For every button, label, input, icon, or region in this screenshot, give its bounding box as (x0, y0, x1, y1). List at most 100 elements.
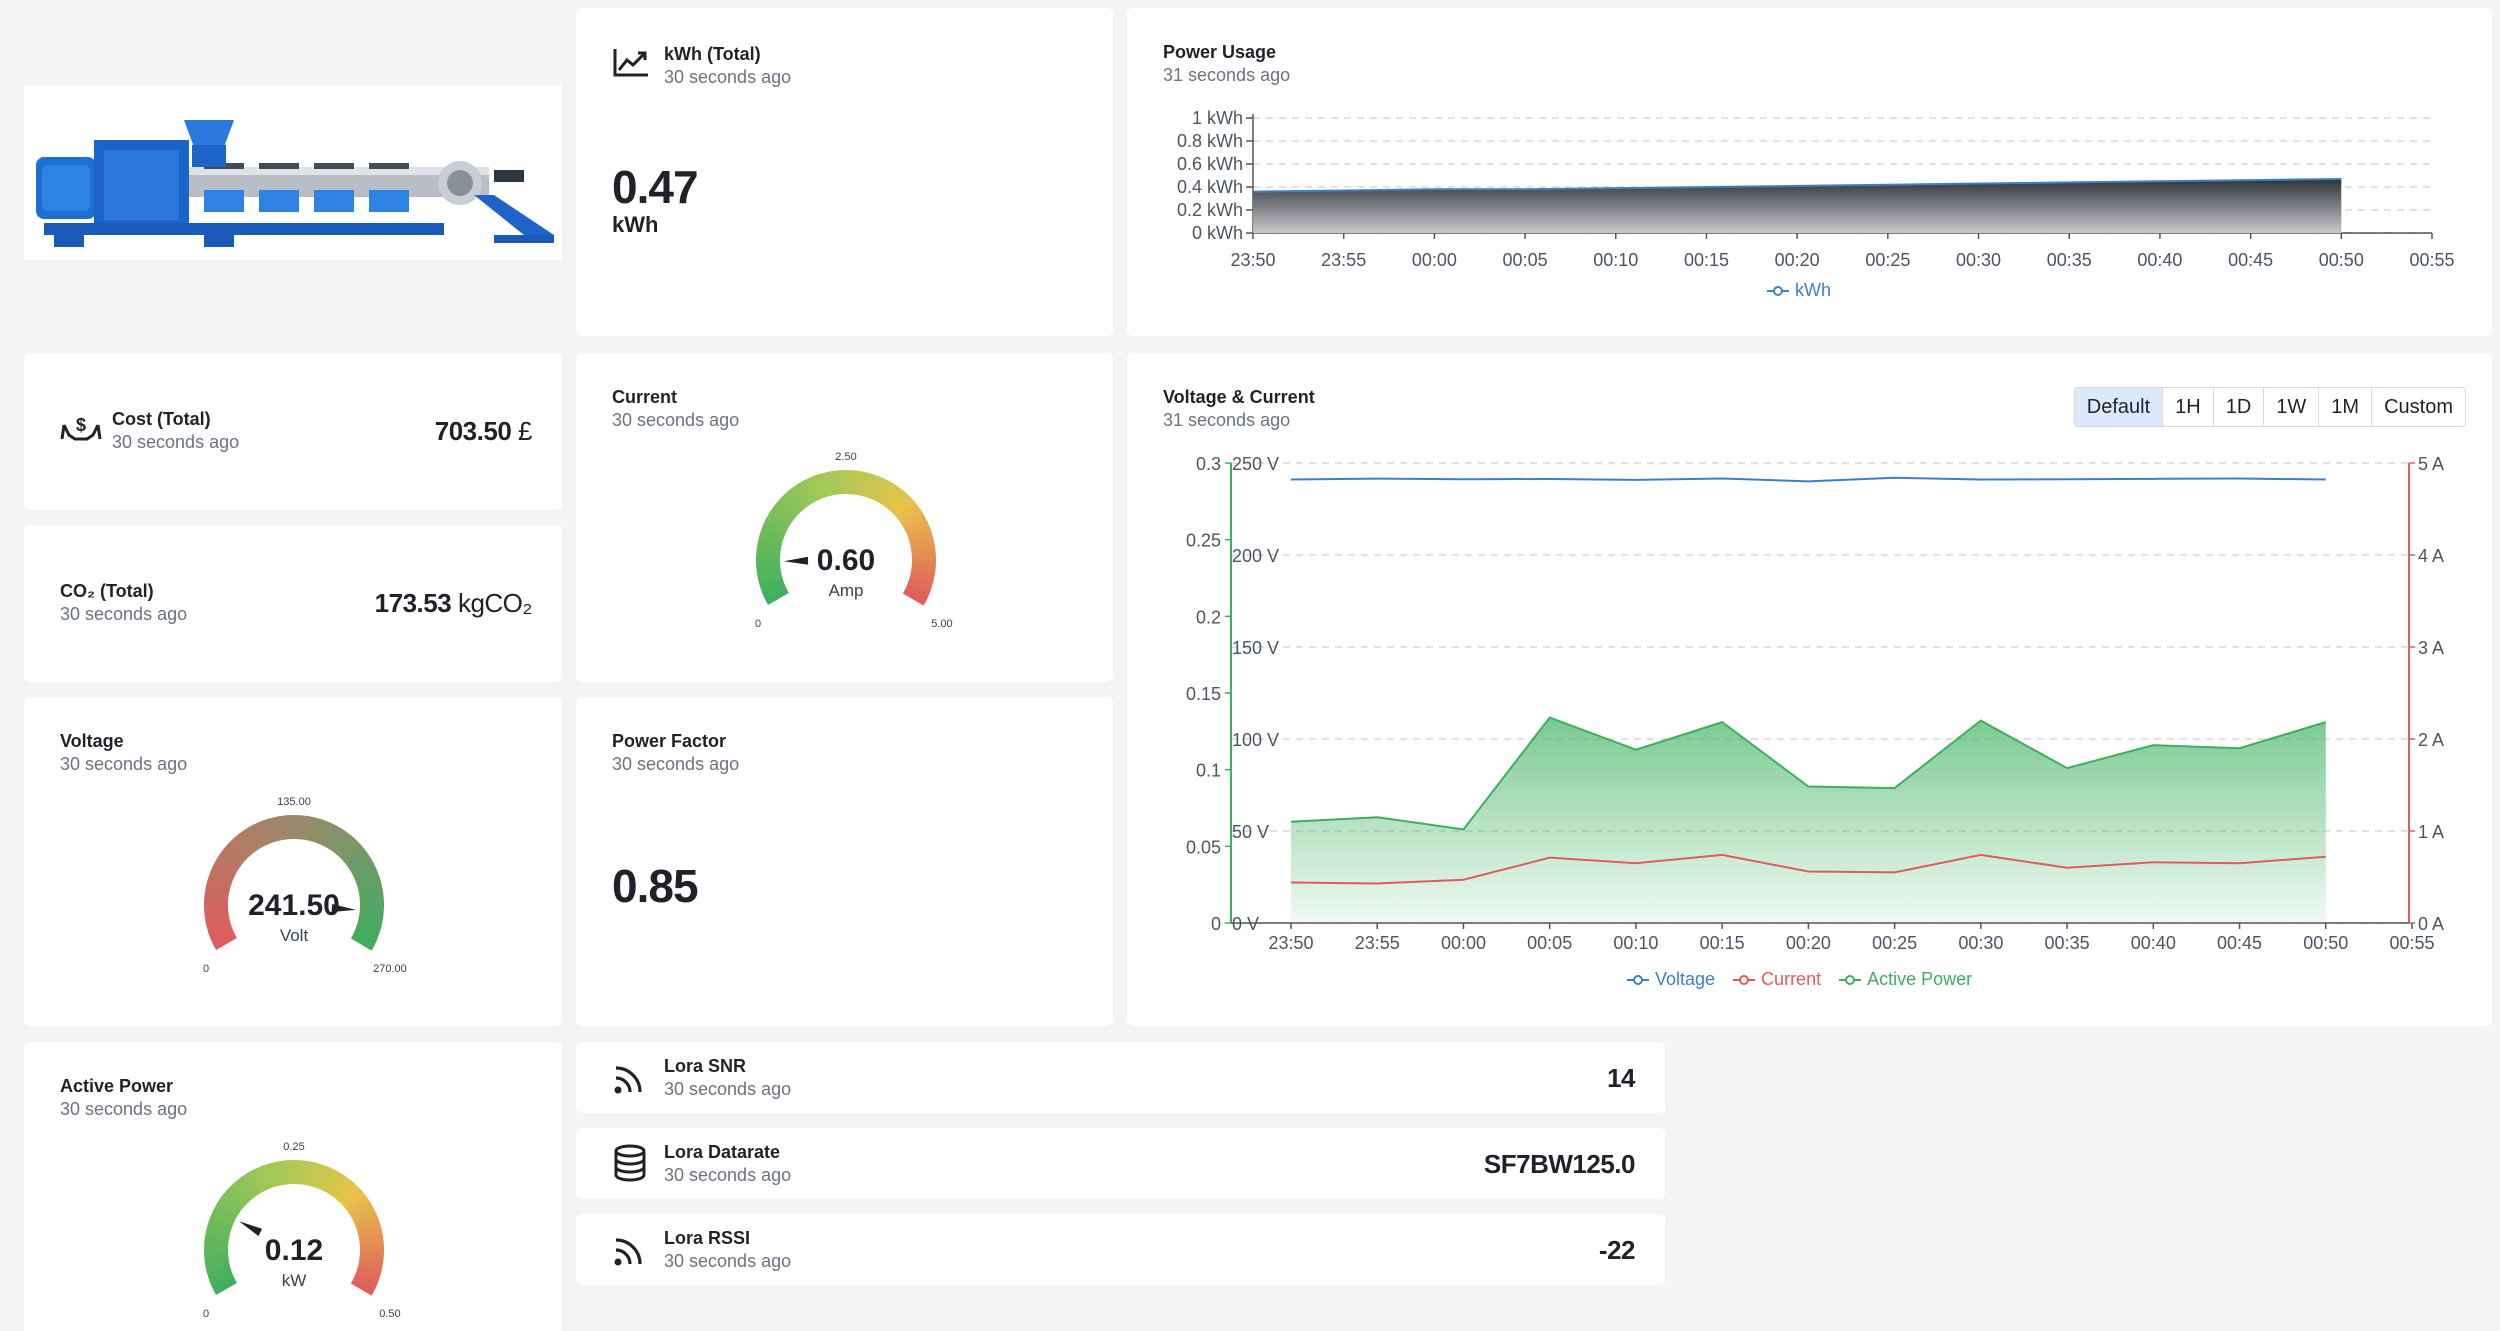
co2-total-value-wrap: 173.53 kgCO₂ (375, 588, 533, 619)
legend-kwh[interactable]: kWh (1767, 280, 1831, 301)
cost-total-value-wrap: 703.50 £ (434, 416, 533, 447)
voltage-gauge-value: 241.50 (248, 889, 340, 922)
x-tick-label: 00:00 (1441, 933, 1486, 953)
voltage-current-card: Voltage & Current 31 seconds ago Default… (1127, 353, 2492, 1026)
range-1h-button[interactable]: 1H (2162, 388, 2213, 426)
active-power-tick-label: 0.25 (1186, 531, 1221, 551)
y-tick-label: 0 kWh (1192, 223, 1243, 243)
power-usage-legend[interactable]: kWh (1767, 280, 1831, 301)
lora-snr-updated: 30 seconds ago (664, 1079, 792, 1099)
range-1w-button[interactable]: 1W (2263, 388, 2319, 426)
active-power-gauge-unit: kW (282, 1271, 307, 1290)
current-gauge-needle (784, 556, 809, 565)
x-tick-label: 00:05 (1527, 933, 1572, 953)
y-tick-label: 0.6 kWh (1177, 154, 1243, 174)
legend-voltage[interactable]: Voltage (1627, 969, 1715, 990)
x-tick-label: 00:55 (2409, 250, 2454, 270)
lora-snr-card: Lora SNR 30 seconds ago 14 (576, 1042, 1665, 1113)
current-tick-label: 3 A (2418, 638, 2444, 658)
active-power-tick-label: 0.15 (1186, 684, 1221, 704)
current-tick-label: 5 A (2418, 454, 2444, 474)
voltage-gauge-min: 0 (203, 963, 209, 975)
range-custom-button[interactable]: Custom (2371, 388, 2465, 426)
signal-icon (614, 1238, 642, 1266)
co2-total-title: CO₂ (Total) (60, 581, 154, 601)
x-tick-label: 00:20 (1775, 250, 1820, 270)
voltage-current-chart[interactable]: 250 V 200 V 150 V 100 V 50 V 0 V 5 A 4 A 3 A 2 A 1… (1127, 353, 2492, 1026)
cost-total-value: 703.50 (434, 416, 512, 446)
legend-current-label: Current (1761, 969, 1822, 989)
voltage-current-legend[interactable]: Voltage Current Active Power (1627, 969, 1972, 990)
x-tick-label: 00:25 (1872, 933, 1917, 953)
power-usage-chart[interactable]: 1 kWh 0.8 kWh 0.6 kWh 0.4 kWh 0.2 kWh 0 kWh 23… (1127, 8, 2492, 336)
active-power-gauge-arc (203, 1160, 384, 1296)
power-factor-card: Power Factor 30 seconds ago 0.85 (576, 697, 1113, 1026)
x-tick-label: 00:30 (1958, 933, 2003, 953)
x-tick-label: 00:45 (2217, 933, 2262, 953)
x-tick-label: 00:35 (2045, 933, 2090, 953)
kwh-line (1252, 177, 2342, 193)
lora-snr-title: Lora SNR (664, 1056, 747, 1076)
x-tick-label: 00:00 (1412, 250, 1457, 270)
current-tick-label: 2 A (2418, 730, 2444, 750)
x-tick-label: 23:55 (1355, 933, 1400, 953)
lora-rssi-card: Lora RSSI 30 seconds ago -22 (576, 1214, 1665, 1285)
active-power-gauge-needle (239, 1221, 263, 1236)
current-card: Current 30 seconds ago 0.60 Amp 0 5.00 2.50 (576, 353, 1113, 682)
time-range-selector[interactable]: Default 1H 1D 1W 1M Custom (2073, 387, 2466, 427)
lora-snr-value: 14 (1607, 1063, 1635, 1093)
voltage-current-title: Voltage & Current (1163, 387, 1315, 407)
voltage-updated: 30 seconds ago (60, 754, 188, 774)
legend-voltage-label: Voltage (1655, 969, 1716, 989)
voltage-current-updated: 31 seconds ago (1163, 410, 1291, 430)
co2-total-unit: kgCO₂ (457, 588, 533, 618)
extruder-machine-image (24, 85, 562, 260)
hand-money-icon: $ (60, 415, 102, 441)
y-tick-label: 0.4 kWh (1177, 177, 1243, 197)
voltage-tick-label: 50 V (1232, 822, 1269, 842)
x-tick-label: 00:50 (2303, 933, 2348, 953)
current-tick-label: 0 A (2418, 914, 2444, 934)
active-power-gauge: 0.12 kW 0 0.50 0.25 (203, 1141, 401, 1320)
x-tick-label: 00:40 (2137, 250, 2182, 270)
active-power-gauge-value: 0.12 (265, 1234, 323, 1267)
voltage-line (1290, 476, 2326, 483)
current-gauge-value: 0.60 (817, 544, 875, 577)
active-power-tick-label: 0.3 (1196, 454, 1221, 474)
power-usage-updated: 31 seconds ago (1163, 65, 1291, 85)
x-tick-label: 00:40 (2131, 933, 2176, 953)
legend-active-power[interactable]: Active Power (1839, 969, 1972, 990)
voltage-gauge-max: 270.00 (373, 963, 407, 975)
range-1d-button[interactable]: 1D (2212, 388, 2264, 426)
current-tick-label: 4 A (2418, 546, 2444, 566)
cost-total-unit: £ (518, 416, 532, 446)
range-default-button[interactable]: Default (2074, 388, 2163, 426)
voltage-tick-label: 100 V (1232, 730, 1279, 750)
x-tick-label: 23:50 (1230, 250, 1275, 270)
current-gauge-min: 0 (755, 618, 761, 630)
range-1m-button[interactable]: 1M (2318, 388, 2372, 426)
power-factor-value: 0.85 (612, 860, 699, 912)
signal-icon (614, 1066, 642, 1094)
cost-total-title: Cost (Total) (112, 409, 211, 429)
lora-datarate-updated: 30 seconds ago (664, 1165, 792, 1185)
legend-active-power-marker-icon (1839, 974, 1862, 985)
legend-current[interactable]: Current (1733, 969, 1821, 990)
y-tick-label: 1 kWh (1192, 108, 1243, 128)
current-gauge: 0.60 Amp 0 5.00 2.50 (755, 451, 953, 630)
current-line (1290, 853, 2326, 885)
power-factor-title: Power Factor (612, 731, 727, 751)
kwh-total-value: 0.47 (612, 161, 699, 213)
x-tick-label: 00:15 (1700, 933, 1745, 953)
y-tick-label: 0.2 kWh (1177, 200, 1243, 220)
active-power-tick-label: 0.1 (1196, 761, 1221, 781)
trending-up-icon (613, 49, 648, 77)
active-power-updated: 30 seconds ago (60, 1099, 188, 1119)
svg-text:$: $ (76, 415, 86, 435)
current-tick-label: 1 A (2418, 822, 2444, 842)
active-power-gauge-min: 0 (203, 1308, 209, 1320)
voltage-gauge-needle (331, 904, 356, 913)
x-tick-label: 00:35 (2047, 250, 2092, 270)
voltage-gauge-mid: 135.00 (277, 796, 311, 808)
current-gauge-max: 5.00 (931, 618, 952, 630)
